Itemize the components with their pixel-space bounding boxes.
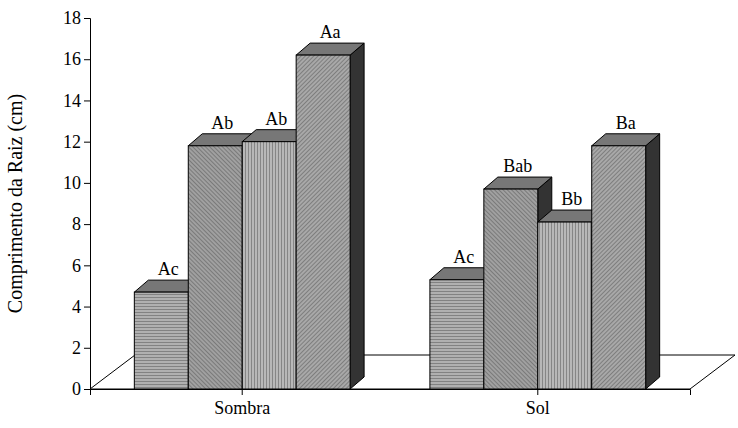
bar — [134, 292, 188, 389]
annotation: Aa — [320, 22, 341, 42]
y-tick-mark — [84, 183, 90, 184]
y-tick-label: 4 — [72, 297, 81, 317]
y-axis: 0 2 4 6 8 10 12 14 16 18 — [63, 8, 91, 399]
x-tick-mark — [242, 389, 243, 395]
y-tick-mark — [84, 348, 90, 349]
y-tick: 10 — [63, 173, 90, 193]
y-axis-line — [84, 19, 91, 390]
y-tick-mark — [84, 59, 90, 60]
bar — [538, 222, 592, 389]
annotation: Ac — [453, 247, 474, 267]
y-tick: 0 — [72, 379, 90, 399]
y-tick-label: 0 — [72, 379, 81, 399]
x-tick-label: Sol — [526, 398, 550, 418]
bar-top — [296, 43, 364, 55]
y-tick-mark — [84, 307, 90, 308]
y-tick: 14 — [63, 91, 90, 111]
x-axis-line — [91, 390, 691, 396]
y-tick-mark — [84, 224, 90, 225]
y-tick: 18 — [63, 8, 90, 28]
annotation: Ab — [211, 113, 233, 133]
bar — [592, 146, 646, 389]
y-tick: 6 — [72, 256, 90, 276]
y-tick-mark — [84, 18, 90, 19]
y-tick-label: 6 — [72, 256, 81, 276]
y-tick-label: 12 — [63, 132, 81, 152]
y-tick-label: 18 — [63, 8, 81, 28]
x-tick: Sol — [526, 389, 550, 418]
y-tick: 4 — [72, 297, 90, 317]
y-tick-label: 14 — [63, 91, 81, 111]
bar — [296, 55, 350, 389]
y-tick-label: 8 — [72, 214, 81, 234]
annotations: Ac Ab Ab Aa Ac Bab Bb Ba — [158, 22, 636, 279]
bar-top — [592, 134, 660, 146]
x-axis: Sombra Sol — [91, 389, 691, 418]
bar — [430, 280, 484, 389]
y-tick-label: 10 — [63, 173, 81, 193]
annotation: Ba — [616, 113, 636, 133]
y-tick-label: 2 — [72, 338, 81, 358]
y-tick-mark — [84, 100, 90, 101]
bar-top — [484, 177, 552, 189]
bar — [484, 189, 538, 389]
y-tick: 2 — [72, 338, 90, 358]
bar-side — [646, 134, 660, 389]
y-axis-title: Comprimento da Raiz (cm) — [4, 94, 27, 313]
annotation: Bb — [561, 189, 582, 209]
y-tick-mark — [84, 142, 90, 143]
x-tick-label: Sombra — [214, 398, 270, 418]
y-tick-mark — [84, 389, 90, 390]
bars — [134, 43, 659, 389]
y-tick: 8 — [72, 214, 90, 234]
annotation: Ab — [265, 109, 287, 129]
y-tick-mark — [84, 265, 90, 266]
annotation: Ac — [158, 259, 179, 279]
y-tick-label: 16 — [63, 49, 81, 69]
x-tick: Sombra — [214, 389, 270, 418]
bar-3d — [592, 134, 660, 389]
bar — [242, 142, 296, 389]
y-tick: 16 — [63, 49, 90, 69]
y-tick: 12 — [63, 132, 90, 152]
bar — [188, 146, 242, 389]
chart: AcAbAbAaAcBabBbBa024681012141618SombraSo… — [0, 0, 738, 428]
bar-3d — [296, 43, 364, 389]
bar-side — [350, 43, 364, 389]
annotation: Bab — [503, 156, 532, 176]
x-tick-mark — [537, 389, 538, 395]
